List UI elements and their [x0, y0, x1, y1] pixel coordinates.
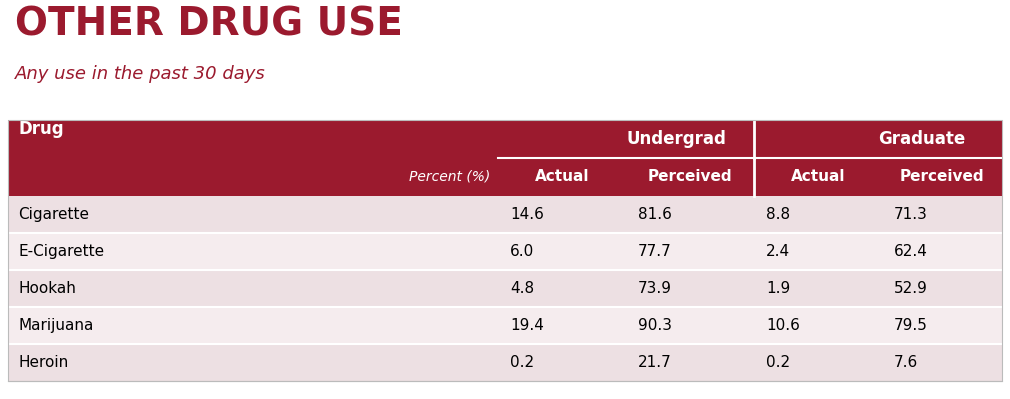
Text: Drug: Drug	[18, 120, 64, 138]
Text: 81.6: 81.6	[638, 207, 672, 222]
Text: Cigarette: Cigarette	[18, 207, 89, 222]
Text: 7.6: 7.6	[894, 355, 918, 370]
Text: Graduate: Graduate	[878, 130, 966, 148]
Bar	[8, 120, 498, 196]
Bar	[754, 158, 882, 196]
Text: Perceived: Perceived	[647, 170, 732, 184]
Text: OTHER DRUG USE: OTHER DRUG USE	[15, 5, 403, 43]
Bar	[8, 270, 1002, 307]
Text: 90.3: 90.3	[638, 318, 672, 333]
Bar	[498, 120, 754, 158]
Text: 21.7: 21.7	[638, 355, 672, 370]
Bar	[8, 233, 1002, 270]
Text: 52.9: 52.9	[894, 281, 928, 296]
Bar	[8, 120, 1002, 381]
Text: 10.6: 10.6	[766, 318, 800, 333]
Text: E-Cigarette: E-Cigarette	[18, 244, 104, 259]
Text: Actual: Actual	[791, 170, 845, 184]
Text: 6.0: 6.0	[510, 244, 534, 259]
Text: Percent (%): Percent (%)	[409, 170, 490, 184]
Bar	[8, 307, 1002, 344]
Text: 19.4: 19.4	[510, 318, 543, 333]
Text: 0.2: 0.2	[766, 355, 790, 370]
Text: 2.4: 2.4	[766, 244, 790, 259]
Text: 79.5: 79.5	[894, 318, 928, 333]
Text: Perceived: Perceived	[900, 170, 985, 184]
Text: Undergrad: Undergrad	[626, 130, 726, 148]
Text: Marijuana: Marijuana	[18, 318, 93, 333]
Bar	[882, 158, 1002, 196]
Text: Heroin: Heroin	[18, 355, 69, 370]
Text: 1.9: 1.9	[766, 281, 790, 296]
Bar	[626, 158, 754, 196]
Text: 0.2: 0.2	[510, 355, 534, 370]
Bar	[8, 344, 1002, 381]
Text: Actual: Actual	[534, 170, 589, 184]
Bar	[8, 196, 1002, 233]
Text: 73.9: 73.9	[638, 281, 672, 296]
Text: 4.8: 4.8	[510, 281, 534, 296]
Bar	[498, 158, 626, 196]
Bar	[754, 120, 1002, 158]
Text: 14.6: 14.6	[510, 207, 543, 222]
Text: 71.3: 71.3	[894, 207, 928, 222]
Text: 62.4: 62.4	[894, 244, 928, 259]
Text: 77.7: 77.7	[638, 244, 672, 259]
Text: 8.8: 8.8	[766, 207, 790, 222]
Text: Any use in the past 30 days: Any use in the past 30 days	[15, 65, 266, 83]
Text: Hookah: Hookah	[18, 281, 76, 296]
